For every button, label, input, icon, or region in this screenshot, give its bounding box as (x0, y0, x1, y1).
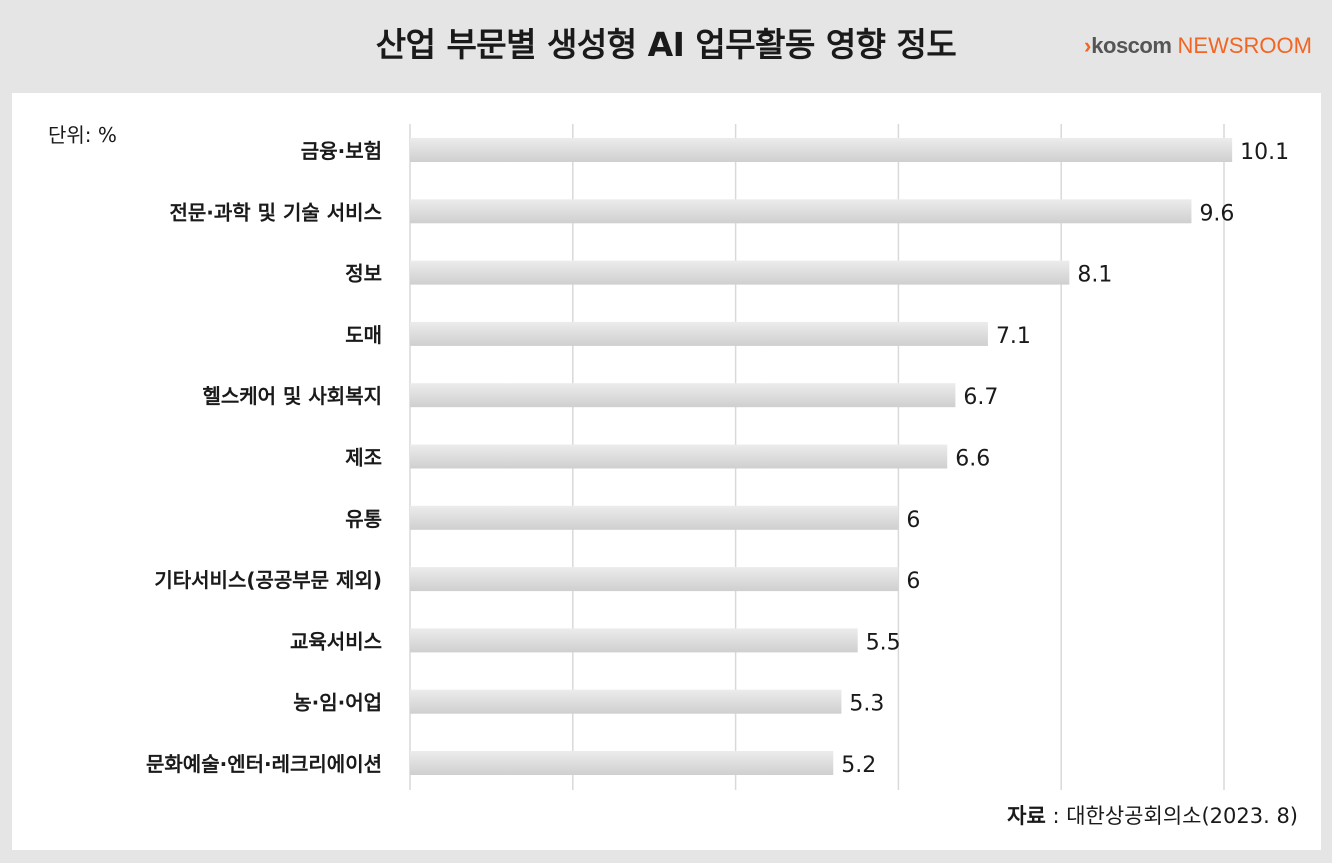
category-label: 기타서비스(공공부문 제외) (154, 568, 382, 592)
value-label: 6 (906, 508, 920, 533)
bar (410, 383, 956, 408)
bar (410, 689, 842, 714)
bar (410, 751, 834, 775)
category-label: 정보 (345, 262, 382, 286)
value-label: 10.1 (1240, 140, 1289, 165)
value-label: 5.3 (849, 692, 884, 717)
bar (410, 260, 1070, 285)
source-separator: : (1045, 804, 1067, 828)
value-label: 8.1 (1077, 263, 1112, 288)
koscom-newsroom-logo: ›koscom NEWSROOM (1084, 32, 1312, 60)
value-label: 5.2 (841, 753, 876, 778)
source-note: 자료 : 대한상공회의소(2023. 8) (1007, 800, 1298, 830)
value-label: 6 (906, 569, 920, 594)
category-label: 도매 (345, 323, 382, 347)
bar (410, 567, 899, 592)
logo-sub: NEWSROOM (1177, 33, 1312, 58)
category-label: 유통 (345, 507, 382, 531)
bar (410, 199, 1192, 224)
value-label: 5.5 (866, 630, 901, 655)
value-label: 7.1 (996, 324, 1031, 349)
category-label: 제조 (345, 446, 382, 470)
category-label: 금융·보험 (301, 139, 382, 163)
chart-title: 산업 부문별 생성형 AI 업무활동 영향 정도 (375, 25, 957, 64)
bar (410, 138, 1233, 162)
category-label: 헬스케어 및 사회복지 (202, 384, 382, 408)
category-label: 문화예술·엔터·레크리에이션 (146, 752, 382, 776)
bar (410, 628, 858, 653)
bar (410, 505, 899, 530)
logo-brand: koscom (1091, 33, 1172, 58)
source-label: 자료 (1007, 804, 1046, 828)
value-label: 9.6 (1199, 201, 1234, 226)
chevron-icon: › (1083, 33, 1092, 58)
bar (410, 321, 988, 346)
category-label: 농·임·어업 (293, 691, 382, 715)
value-label: 6.7 (963, 385, 998, 410)
category-label: 전문·과학 및 기술 서비스 (170, 200, 383, 224)
category-label: 교육서비스 (290, 629, 382, 653)
source-text: 대한상공회의소(2023. 8) (1066, 804, 1298, 828)
value-label: 6.6 (955, 447, 990, 472)
unit-label: 단위: % (48, 123, 117, 147)
bar (410, 444, 948, 469)
